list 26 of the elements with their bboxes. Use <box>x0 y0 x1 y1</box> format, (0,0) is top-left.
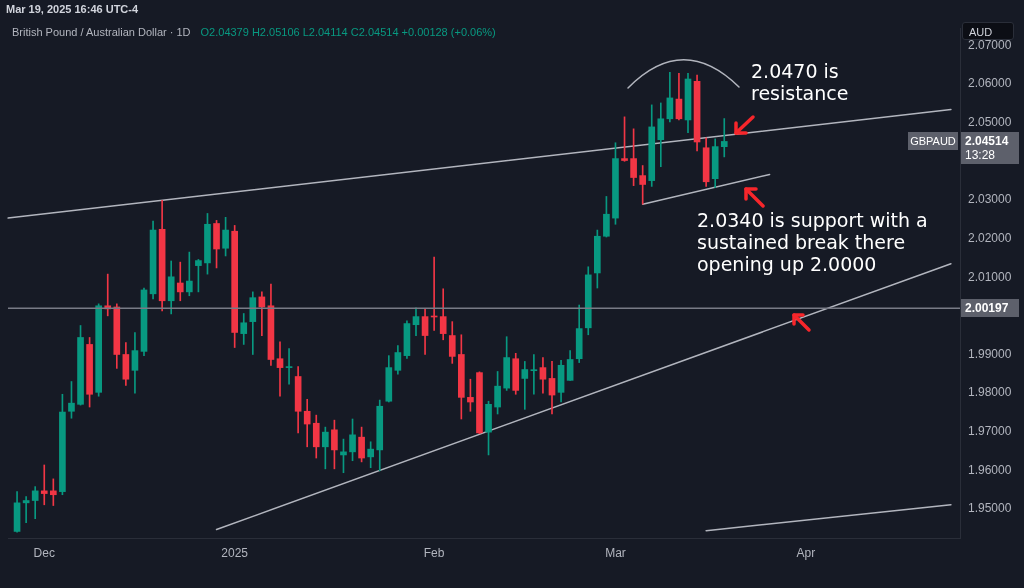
annotation: 2.0340 is support with a sustained break there opening up 2.0000 <box>697 209 929 275</box>
y-tick-label: 1.98000 <box>968 385 1012 400</box>
y-tick-label: 2.05000 <box>968 114 1012 129</box>
annotation: GBPAUD <box>908 132 958 151</box>
x-tick-label: Apr <box>796 545 816 560</box>
text: 2.04514 <box>965 134 1010 149</box>
y-tick-label: 2.01000 <box>968 269 1012 284</box>
y-tick-label: 1.96000 <box>968 462 1012 477</box>
x-tick-label: Feb <box>423 545 445 560</box>
y-tick-label: 2.07000 <box>968 37 1012 52</box>
ref-line-label: 2.00197 <box>961 299 1019 318</box>
x-tick-label: Mar <box>605 545 626 560</box>
y-tick-label: 1.95000 <box>968 501 1012 516</box>
y-axis-title: AUD <box>962 22 1014 40</box>
text: 13:28 <box>965 148 997 163</box>
y-tick-label: 1.99000 <box>968 346 1012 361</box>
x-tick-label: 2025 <box>221 545 249 560</box>
y-tick-label: 2.06000 <box>968 76 1012 91</box>
annotation: 2.0470 is resistance <box>751 60 850 104</box>
x-tick-label: Dec <box>33 545 55 560</box>
y-tick-label: 2.02000 <box>968 230 1012 245</box>
y-tick-label: 2.03000 <box>968 192 1012 207</box>
chart-title: British Pound / Australian Dollar · 1D <box>12 26 191 38</box>
annotation: O2.04379 H2.05106 L2.04114 C2.04514 +0.00128 (+0.06%) <box>200 26 496 38</box>
y-tick-label: 1.97000 <box>968 424 1012 439</box>
text: Mar 19, 2025 16:46 UTC-4 <box>6 3 139 15</box>
